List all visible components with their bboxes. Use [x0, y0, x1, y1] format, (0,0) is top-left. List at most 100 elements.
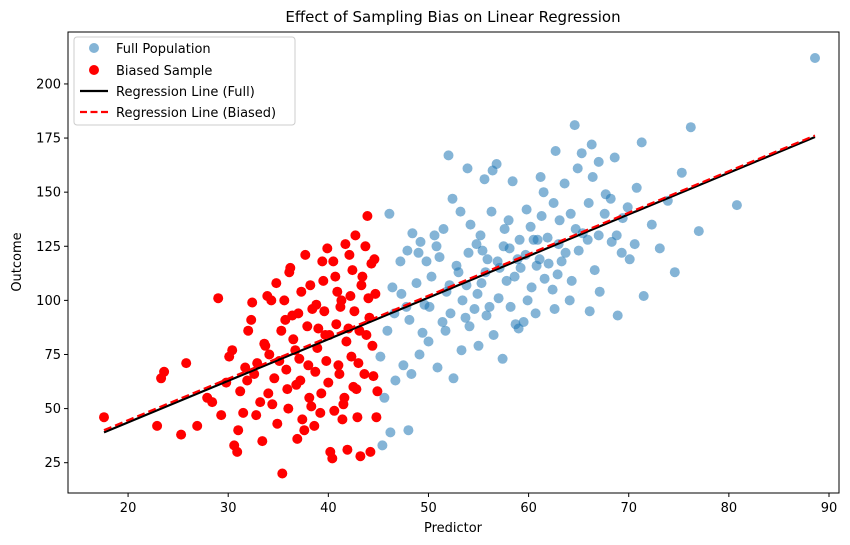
y-tick-label: 75	[44, 348, 61, 363]
full-population-point	[472, 288, 483, 299]
full-population-point	[548, 198, 559, 208]
full-population-point	[456, 345, 467, 356]
full-population-point	[582, 234, 593, 245]
biased-sample-point	[269, 373, 280, 384]
full-population-point	[477, 245, 488, 256]
biased-sample-point	[277, 468, 288, 479]
y-tick-label: 175	[36, 132, 61, 147]
x-axis-label: Predictor	[424, 521, 483, 536]
full-population-point	[471, 239, 482, 250]
full-population-point	[810, 53, 820, 63]
full-population-point	[564, 295, 575, 306]
full-population-point	[587, 172, 598, 182]
full-population-point	[499, 224, 510, 234]
full-population-point	[676, 167, 687, 178]
full-population-point	[377, 440, 388, 451]
full-population-point	[451, 260, 462, 271]
y-tick-label: 50	[44, 402, 61, 417]
full-population-point	[437, 317, 448, 327]
full-population-point	[521, 204, 532, 215]
full-population-point	[486, 206, 497, 217]
biased-sample-point	[360, 241, 371, 252]
biased-sample-point	[372, 386, 383, 397]
full-population-point	[423, 336, 434, 347]
full-population-point	[629, 239, 640, 250]
full-population-point	[514, 234, 525, 245]
biased-sample-point	[327, 453, 338, 464]
full-population-point	[406, 369, 417, 379]
biased-sample-point	[263, 388, 274, 399]
full-population-point	[636, 137, 647, 148]
full-population-point	[566, 275, 577, 286]
full-population-point	[501, 275, 512, 286]
biased-sample-point	[334, 369, 345, 379]
full-population-point	[605, 193, 616, 204]
biased-sample-point	[338, 399, 349, 410]
full-population-point	[509, 271, 520, 282]
full-population-point	[475, 230, 486, 241]
full-population-point	[589, 265, 600, 276]
biased-sample-point	[99, 412, 109, 423]
legend-label-biased-sample: Biased Sample	[116, 64, 212, 79]
full-population-point	[488, 330, 499, 340]
full-population-point	[429, 230, 440, 241]
biased-sample-point	[309, 420, 320, 431]
biased-sample-point	[322, 243, 333, 254]
biased-sample-point	[353, 358, 364, 369]
biased-sample-point	[152, 420, 163, 431]
full-population-point	[455, 206, 466, 217]
full-population-point	[481, 310, 492, 321]
full-population-point	[570, 224, 581, 234]
biased-sample-point	[310, 366, 321, 377]
full-population-point	[460, 312, 471, 323]
biased-sample-point	[283, 403, 294, 414]
chart-axes: 20 30 40 50 60 70 80 90 25 50 75 100 125 150 175 200	[36, 77, 837, 516]
full-population-point	[382, 325, 393, 336]
x-tick-label: 80	[721, 501, 738, 516]
full-population-point	[573, 245, 584, 256]
full-population-point	[569, 120, 580, 131]
full-population-point	[421, 256, 432, 267]
biased-sample-point	[355, 451, 366, 462]
full-population-point	[525, 221, 536, 232]
full-population-point	[407, 228, 418, 239]
biased-sample-point	[361, 330, 372, 340]
full-population-point	[624, 254, 635, 265]
full-population-point	[426, 271, 437, 282]
full-population-point	[379, 392, 390, 403]
biased-sample-point	[282, 384, 293, 395]
biased-sample-point	[359, 369, 370, 379]
biased-sample-point	[356, 280, 367, 291]
biased-sample-point	[315, 407, 326, 418]
full-population-point	[685, 122, 696, 133]
full-population-point	[479, 174, 490, 185]
biased-sample-point	[313, 323, 324, 334]
biased-sample-point	[295, 375, 306, 386]
full-population-point	[599, 208, 610, 219]
biased-sample-point	[331, 319, 342, 330]
full-population-point	[463, 247, 474, 258]
biased-sample-point	[332, 286, 343, 297]
biased-sample-point	[296, 286, 307, 297]
y-tick-label: 200	[36, 77, 61, 92]
biased-sample-point	[340, 239, 351, 250]
biased-sample-point	[271, 278, 282, 289]
full-population-point	[572, 163, 583, 174]
biased-sample-point	[321, 356, 332, 366]
full-population-point	[443, 150, 454, 161]
full-population-point	[503, 215, 514, 226]
biased-sample-point	[240, 362, 251, 373]
full-population-point	[424, 301, 435, 312]
full-population-point	[669, 267, 680, 278]
biased-sample-point	[347, 265, 358, 276]
biased-sample-point	[262, 291, 273, 301]
y-tick-label: 25	[44, 456, 61, 471]
full-population-point	[447, 193, 458, 204]
full-population-point	[535, 172, 546, 182]
legend-label-regression-full: Regression Line (Full)	[116, 85, 255, 100]
full-population-point	[518, 317, 529, 327]
full-population-point	[402, 245, 413, 256]
biased-sample-point	[181, 358, 192, 369]
biased-sample-point	[345, 291, 356, 301]
